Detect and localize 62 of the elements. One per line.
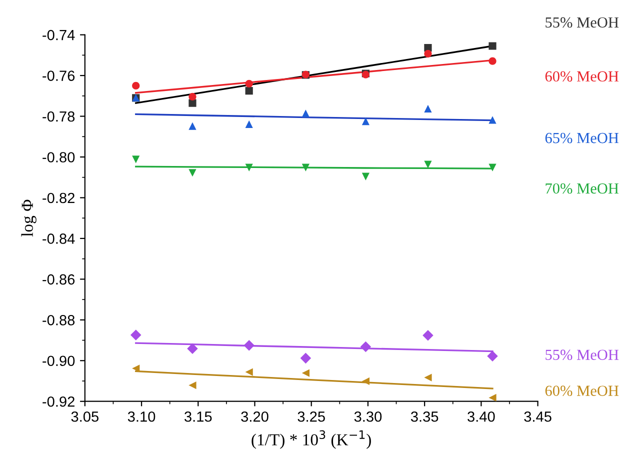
point [487,350,498,362]
y-tick-label: -0.90 [42,356,75,366]
point [488,164,496,172]
point [188,99,196,107]
point [302,369,310,377]
point [360,341,372,352]
point [488,394,496,402]
text: 70% MeOH [546,183,619,194]
point [488,57,496,65]
y-tick-label: -0.92 [42,396,74,407]
x-tick-label: 3.20 [241,411,268,422]
point [187,343,198,354]
point [488,42,496,50]
text: 60% MeOH [545,71,619,82]
point [188,169,196,177]
point [424,160,432,168]
x-tick-label: 3.25 [298,411,325,422]
y-tick-label: -0.88 [42,315,75,326]
point [244,340,254,351]
y-tick-label: -0.76 [42,70,75,81]
point [362,118,370,126]
x-tick-label: 3.30 [354,411,382,422]
x-tick-label: 3.45 [524,411,552,422]
text: 60% MeOH [545,386,619,396]
point [245,80,253,88]
point [300,352,312,364]
y-tick-label: -0.82 [42,192,74,204]
text: 55% MeOH [546,350,619,360]
point [245,368,253,376]
point [302,110,310,118]
text: 65% MeOH [545,132,619,144]
point [132,156,140,164]
point [245,164,253,172]
y-tick-label: -0.74 [42,30,75,40]
point [188,381,196,390]
y-tick-label: -0.78 [42,111,75,122]
point [132,82,140,90]
x-tick-label: 3.40 [468,411,495,422]
x-tick-label: 3.15 [184,411,212,422]
point [130,330,142,340]
y-tick-label: -0.84 [42,234,75,244]
point [362,377,370,385]
point [424,104,432,113]
point [424,374,432,382]
point [245,120,253,128]
point [132,364,140,372]
point [488,116,496,124]
point [362,172,370,180]
y-tick-label: -0.80 [42,152,75,162]
text: 55% MeOH [546,17,619,28]
x-tick-label: 3.05 [71,411,98,422]
y-tick-label: -0.86 [42,274,75,285]
point [188,92,196,101]
y-axis-title: log Φ [21,200,36,237]
point [245,87,253,95]
x-axis-title: (1/T) * 10$^{3}$ (K$^{−1}$) [252,430,371,449]
x-tick-label: 3.10 [128,411,156,422]
point [422,330,434,341]
point [424,50,432,58]
point [188,122,196,130]
point [302,164,310,172]
x-tick-label: 3.35 [410,411,438,422]
